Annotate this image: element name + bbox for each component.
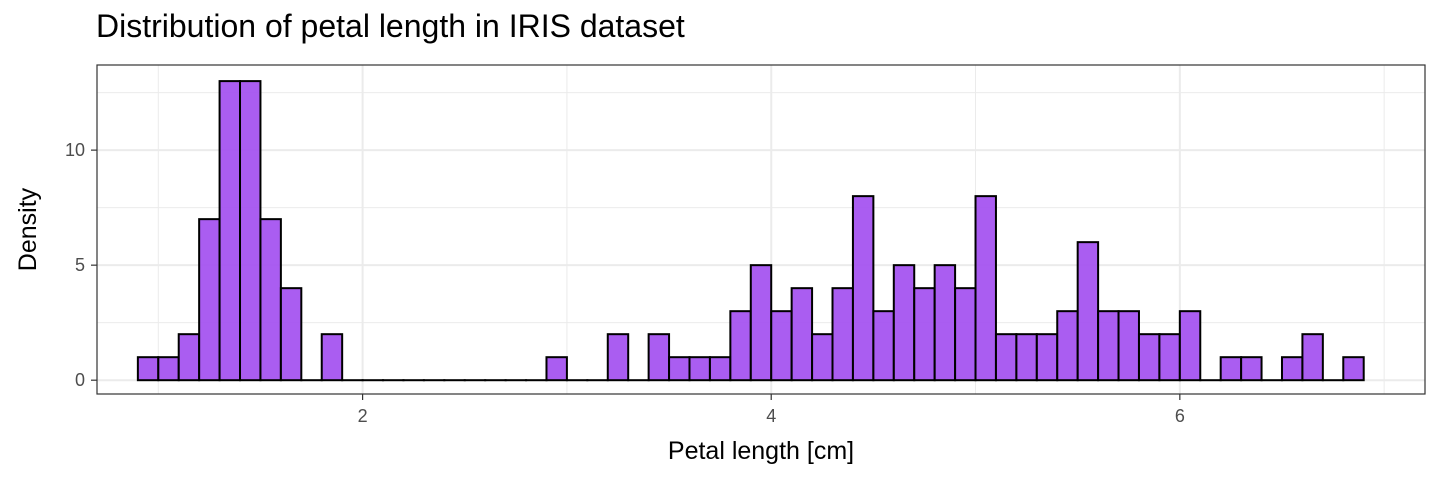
histogram-bar: [811, 333, 834, 382]
histogram-bar: [1178, 310, 1202, 382]
histogram-bar: [994, 333, 1018, 382]
histogram-bar: [1280, 356, 1304, 382]
histogram-bar: [1158, 333, 1181, 382]
histogram-bar: [668, 356, 691, 382]
histogram-bar: [851, 195, 875, 382]
histogram-bar: [259, 218, 282, 382]
histogram-bar: [606, 333, 630, 382]
x-axis-title: Petal length [cm]: [668, 437, 854, 465]
histogram-bar: [892, 264, 916, 382]
histogram-bar: [1056, 310, 1079, 382]
histogram-bar: [708, 356, 732, 382]
histogram-bar: [974, 195, 997, 382]
histogram-bar: [218, 80, 242, 382]
chart-title: Distribution of petal length in IRIS dat…: [96, 8, 685, 44]
histogram-bar: [545, 356, 568, 382]
histogram-bar: [198, 218, 221, 382]
histogram-bar: [790, 287, 814, 382]
axes: 2 4 6 0 5 10: [65, 140, 1185, 426]
histogram-bar: [157, 356, 180, 382]
histogram-bar: [688, 356, 711, 382]
histogram-bar: [872, 310, 895, 382]
histogram-bar: [1015, 333, 1038, 382]
histogram-bar: [1076, 241, 1100, 382]
histogram-bar: [913, 287, 936, 382]
histogram-bar: [1301, 333, 1324, 382]
histogram-bar: [831, 287, 854, 382]
x-tick-label: 2: [358, 406, 368, 426]
histogram-bar: [1035, 333, 1059, 382]
histogram-bar: [136, 356, 160, 382]
histogram-bar: [1219, 356, 1243, 382]
panel-border: [96, 64, 1426, 395]
y-tick-label: 5: [75, 255, 85, 275]
histogram-bar: [749, 264, 773, 382]
histogram-bar: [239, 80, 262, 382]
histogram-bar: [729, 310, 752, 382]
histogram-bar: [1240, 356, 1263, 382]
histogram-bar: [1137, 333, 1161, 382]
histogram-bar: [1342, 356, 1365, 382]
x-tick-label: 6: [1175, 406, 1185, 426]
histogram-bars: [136, 80, 1365, 382]
histogram-bar: [177, 333, 201, 382]
histogram-bar: [320, 333, 344, 382]
histogram-bar: [933, 264, 957, 382]
y-axis-title: Density: [14, 187, 42, 271]
histogram-bar: [1097, 310, 1120, 382]
histogram-bar: [770, 310, 793, 382]
y-tick-label: 0: [75, 370, 85, 390]
histogram-bar: [279, 287, 303, 382]
histogram-bar: [954, 287, 977, 382]
y-tick-label: 10: [65, 140, 85, 160]
x-tick-label: 4: [766, 406, 776, 426]
histogram-bar: [1117, 310, 1140, 382]
histogram-bar: [647, 333, 671, 382]
